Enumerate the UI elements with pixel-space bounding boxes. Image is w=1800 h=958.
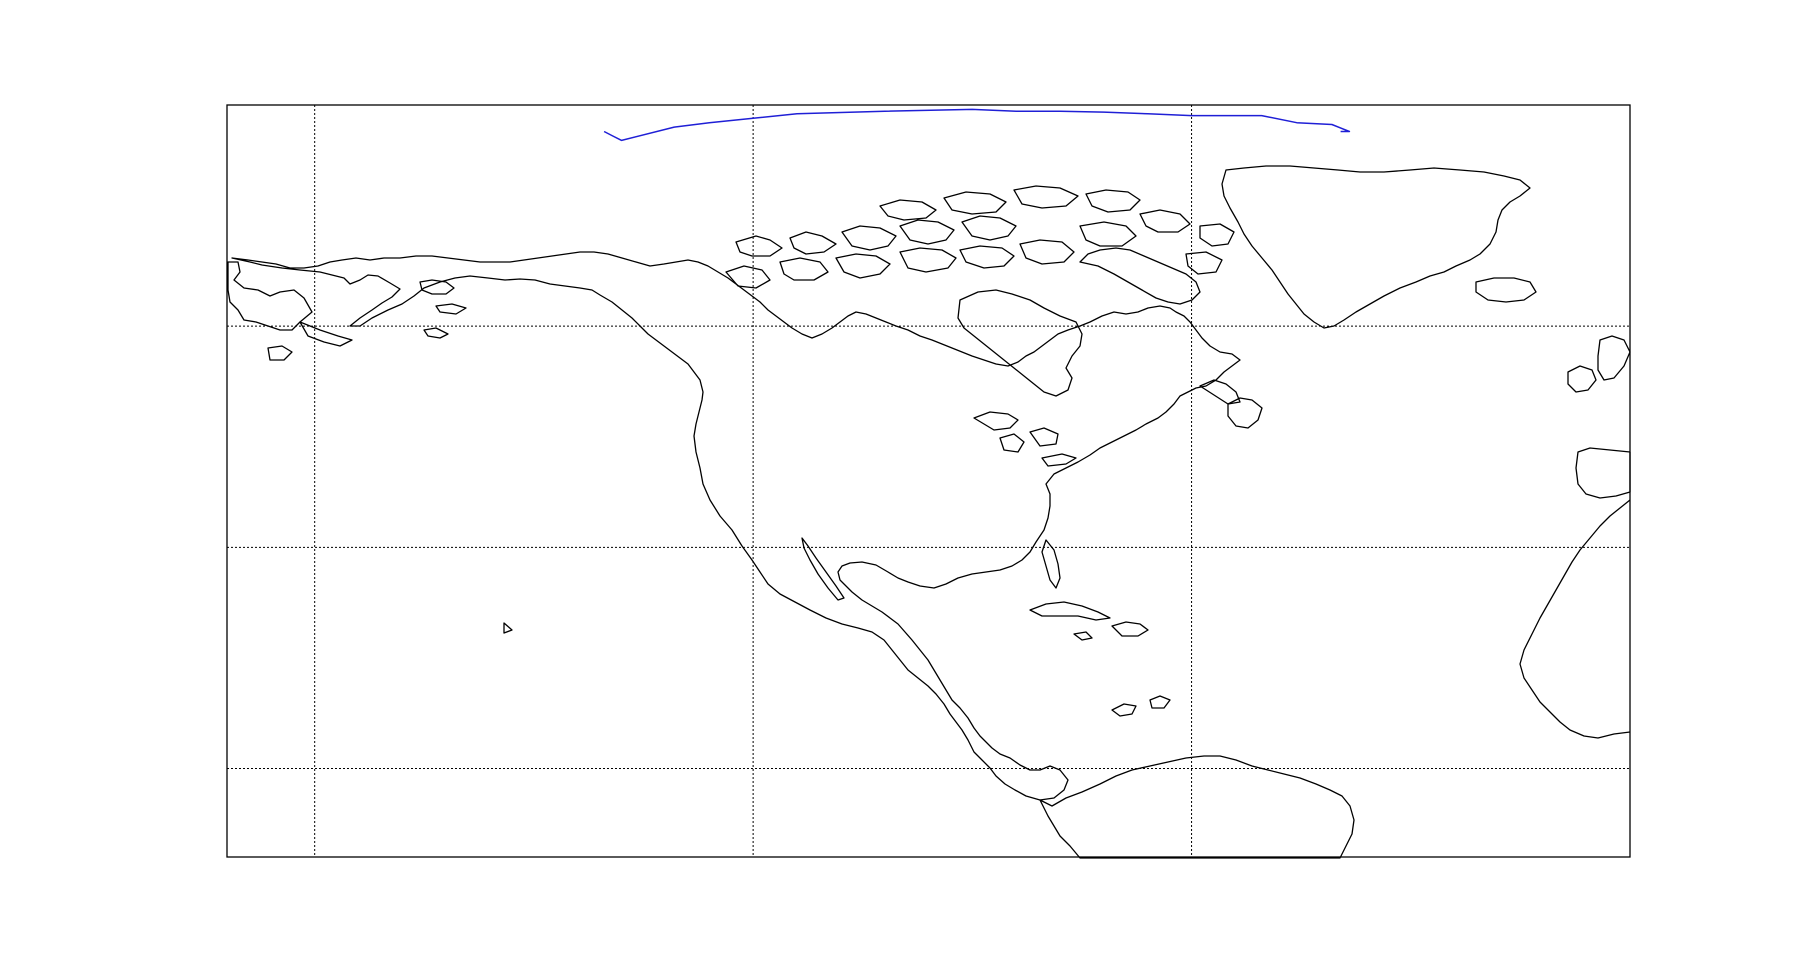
coastline-bering-islands [419, 279, 467, 339]
coastline-british-isles [1567, 335, 1631, 393]
coastline-labrador [1199, 379, 1241, 405]
map-frame [226, 104, 1631, 858]
coastline-jamaica [1073, 631, 1093, 641]
coastline-florida [1041, 539, 1061, 589]
coastline-hudson-bay [957, 289, 1083, 397]
coastline-arctic-islands [725, 185, 1235, 289]
coastline-africa [1519, 499, 1631, 739]
coastline-venezuela-islands [1111, 695, 1171, 717]
coastline-baja [801, 537, 845, 601]
coastline-baffin-island [1079, 247, 1201, 305]
coastline-hispaniola [1111, 621, 1149, 637]
coastline-south-america [1039, 755, 1355, 859]
coastline-iceland [1475, 277, 1537, 303]
coastline-iberia [1575, 447, 1631, 499]
coastline-great-lakes [973, 411, 1077, 467]
coastline-hawaii [503, 622, 513, 634]
coastline-newfoundland [1227, 397, 1263, 429]
coastline-greenland [1221, 165, 1531, 329]
track-line [603, 108, 1351, 142]
coastlines [227, 165, 1631, 859]
coastline-north-america [231, 251, 1241, 801]
coastline-alaska-peninsula [267, 321, 353, 361]
track-layer [603, 108, 1351, 142]
coastline-cuba [1029, 601, 1111, 621]
coastline-alaska-islands [227, 261, 313, 331]
